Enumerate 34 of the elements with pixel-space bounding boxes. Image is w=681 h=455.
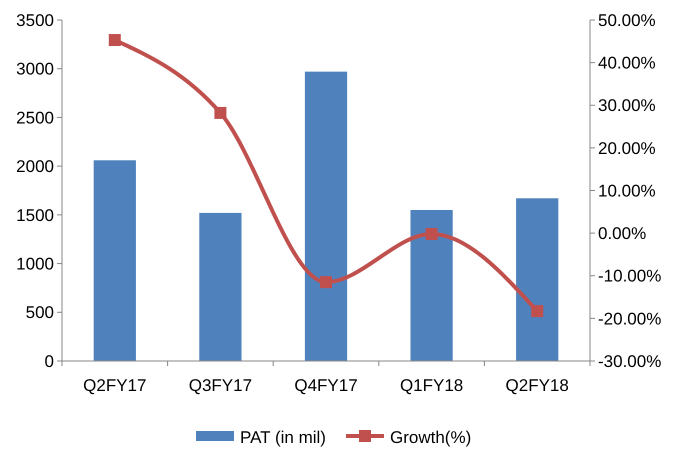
y2-tick-label: 40.00% [598,54,656,73]
y-tick-label: 1500 [16,206,54,225]
x-tick-label: Q4FY17 [294,376,358,395]
y2-tick-label: 50.00% [598,10,656,30]
y-tick-label: 3000 [16,60,54,79]
point [108,34,121,46]
y2-tick-label: -10.00% [598,266,662,286]
y-tick-label: 500 [26,303,54,322]
y2-tick-label: 10.00% [598,181,656,200]
y-tick-label: 2000 [16,157,54,176]
bar [304,72,348,361]
point [320,276,332,288]
point [426,228,438,240]
bar [94,160,136,361]
bar [410,210,453,361]
y2-tick-label: 0.00% [598,224,646,244]
bar [199,212,242,361]
y-tick-label: 3500 [16,10,54,30]
y-tick-label: 0 [44,352,54,371]
y2-tick-label: -20.00% [598,309,662,328]
x-tick-label: Q3FY17 [188,376,252,395]
legend-label: PAT (in mil) [240,428,326,447]
x-tick-label: Q2FY17 [83,376,146,395]
legend-label: Growth(%) [390,428,472,447]
x-tick-label: Q2FY18 [506,376,569,395]
x-tick-label: Q1FY18 [400,376,464,395]
y-tick-label: 2500 [16,108,54,128]
y2-tick-label: 20.00% [598,138,656,158]
y2-tick-label: 30.00% [598,96,656,116]
point [214,106,226,119]
point [531,305,544,318]
y2-tick-label: -30.00% [598,352,662,371]
bar [516,198,558,361]
y-tick-label: 1000 [16,254,54,274]
